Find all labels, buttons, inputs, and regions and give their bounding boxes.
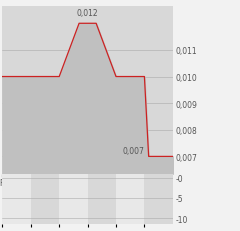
- Text: 0,007: 0,007: [122, 146, 144, 155]
- Bar: [144, 174, 173, 224]
- Bar: [2, 174, 31, 224]
- Text: 0,012: 0,012: [77, 9, 98, 18]
- Bar: [31, 174, 59, 224]
- Bar: [116, 174, 144, 224]
- Bar: [59, 174, 88, 224]
- Bar: [88, 174, 116, 224]
